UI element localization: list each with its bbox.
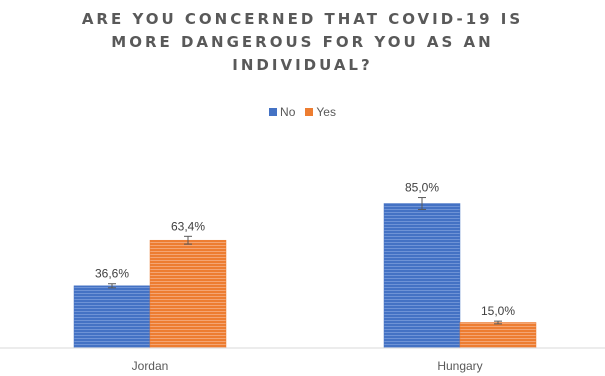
bar-yes-jordan [149,239,227,349]
x-tick-label-hungary: Hungary [437,359,482,373]
legend-label-no: No [280,105,296,119]
error-bar-no-jordan [108,283,116,289]
legend-swatch-yes [305,108,314,116]
legend-item-yes: Yes [305,105,336,119]
legend-label-yes: Yes [316,105,336,119]
error-bar-yes-hungary [494,320,502,325]
chart-legend: No Yes [0,105,605,119]
chart-title-line-3: INDIVIDUAL? [232,56,373,74]
bar-yes-hungary [459,322,537,349]
data-label-no-jordan: 36,6% [95,267,129,281]
data-label-yes-hungary: 15,0% [481,304,515,318]
legend-item-no: No [269,105,295,119]
legend-swatch-no [269,108,278,116]
x-tick-label-jordan: Jordan [132,359,169,373]
chart-title-line-2: MORE DANGEROUS FOR YOU AS AN [111,33,494,51]
error-bar-no-hungary [418,197,426,210]
data-label-yes-jordan: 63,4% [171,219,205,233]
data-label-no-hungary: 85,0% [405,181,439,195]
bar-no-hungary [383,203,461,349]
chart-title-line-1: ARE YOU CONCERNED THAT COVID-19 IS [81,10,524,28]
bar-no-jordan [73,285,151,349]
chart-title: ARE YOU CONCERNED THAT COVID-19 IS MORE … [0,8,605,77]
error-bar-yes-jordan [184,235,192,245]
